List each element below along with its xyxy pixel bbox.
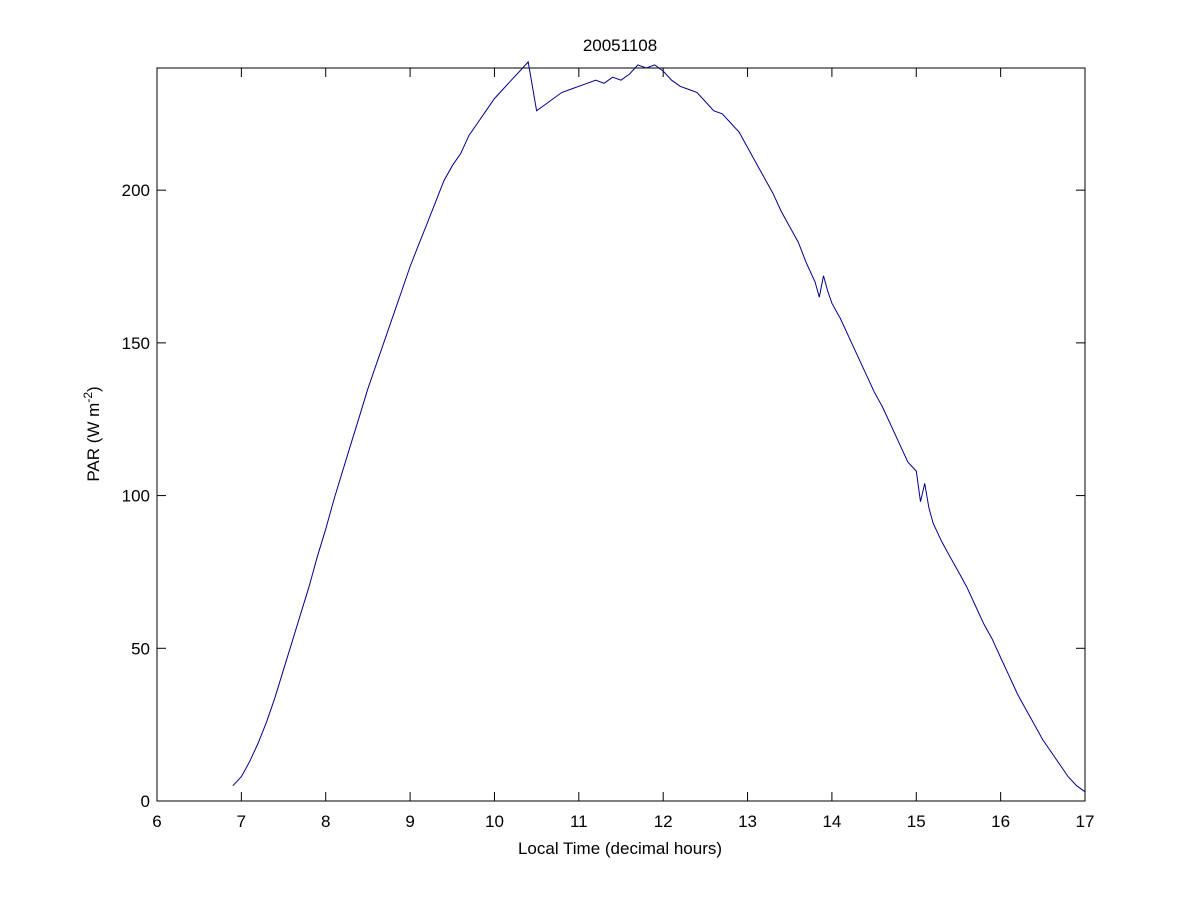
x-tick-label: 9 [405,812,414,831]
x-tick-label: 13 [738,812,757,831]
x-tick-label: 14 [822,812,841,831]
plot-area: 6 7 8 9 10 11 12 13 14 15 16 17 0 50 100 150 200 [122,60,1094,831]
x-tick-label: 6 [152,812,161,831]
par-series-line [232,60,1086,793]
y-tick-label: 200 [122,181,150,200]
y-tick-label: 0 [141,792,150,811]
x-axis-label: Local Time (decimal hours) [518,839,722,858]
x-tick-label: 12 [654,812,673,831]
y-axis-label-main: PAR (W m [84,403,103,482]
y-axis-label-close: ) [84,386,103,392]
x-axis-ticks: 6 7 8 9 10 11 12 13 14 15 16 17 [152,68,1094,831]
x-tick-label: 7 [237,812,246,831]
x-tick-label: 16 [991,812,1010,831]
chart-title: 20051108 [583,36,657,55]
y-tick-label: 150 [122,334,150,353]
axes-box [156,67,1086,802]
y-tick-label: 100 [122,487,150,506]
y-axis-ticks: 0 50 100 150 200 [122,181,1085,811]
y-axis-label-superscript: -2 [81,392,95,403]
x-tick-label: 11 [570,812,588,831]
x-tick-label: 15 [907,812,926,831]
x-tick-label: 8 [321,812,330,831]
x-tick-label: 17 [1076,812,1095,831]
x-tick-label: 10 [485,812,504,831]
y-tick-label: 50 [131,639,150,658]
y-axis-label: PAR (W m-2) [81,386,103,481]
